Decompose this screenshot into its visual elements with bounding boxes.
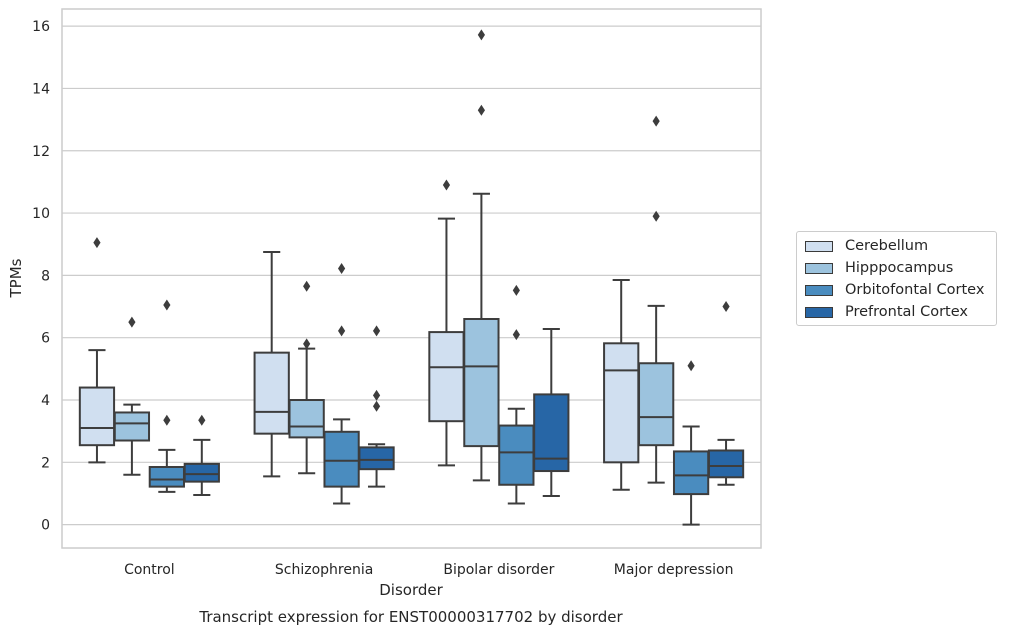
box-group bbox=[463, 29, 500, 482]
y-tick-labels: 0 2 4 6 8 10 12 14 16 bbox=[32, 19, 50, 533]
y-tick-label: 6 bbox=[41, 331, 50, 347]
legend-item-hippocampus: Hipppocampus bbox=[805, 259, 953, 277]
outlier-point bbox=[372, 325, 381, 337]
box-group bbox=[603, 279, 640, 491]
outlier-point bbox=[722, 301, 730, 313]
outlier-point bbox=[512, 329, 520, 341]
y-tick-label: 4 bbox=[41, 393, 50, 409]
box bbox=[253, 351, 290, 435]
plot-area bbox=[61, 8, 762, 549]
outlier-point bbox=[128, 316, 136, 328]
box bbox=[113, 411, 151, 442]
outlier-point bbox=[198, 414, 206, 426]
y-tick-label: 12 bbox=[32, 144, 50, 160]
box bbox=[148, 465, 185, 488]
y-tick-label: 16 bbox=[32, 19, 50, 35]
legend-item-cerebellum: Cerebellum bbox=[805, 237, 928, 255]
box bbox=[78, 386, 116, 447]
outlier-point bbox=[477, 104, 485, 116]
legend-item-prefrontal: Prefrontal Cortex bbox=[805, 303, 968, 321]
box-group bbox=[358, 325, 395, 488]
box-group bbox=[78, 237, 116, 464]
box-group bbox=[498, 284, 535, 505]
y-tick-label: 2 bbox=[41, 455, 50, 471]
legend: Cerebellum Hipppocampus Orbitofontal Cor… bbox=[796, 231, 997, 326]
x-tick-label: Control bbox=[124, 562, 175, 578]
outlier-point bbox=[93, 237, 101, 249]
y-axis-label: TPMs bbox=[7, 258, 25, 298]
x-axis-label: Disorder bbox=[379, 581, 443, 599]
box bbox=[358, 446, 395, 471]
box bbox=[183, 462, 220, 483]
box bbox=[288, 399, 325, 439]
box-group bbox=[288, 280, 325, 475]
outlier-point bbox=[303, 338, 311, 350]
box bbox=[603, 342, 640, 464]
outlier-point bbox=[163, 299, 171, 311]
outlier-point bbox=[652, 115, 660, 127]
y-tick-label: 10 bbox=[32, 206, 50, 222]
box-group bbox=[707, 301, 745, 486]
outlier-point bbox=[372, 389, 381, 401]
outlier-point bbox=[512, 284, 520, 296]
outlier-point bbox=[477, 29, 485, 41]
box bbox=[498, 424, 535, 486]
box bbox=[463, 318, 500, 448]
legend-label-cerebellum: Cerebellum bbox=[845, 238, 929, 254]
chart-title: Transcript expression for ENST0000031770… bbox=[198, 608, 623, 626]
outlier-point bbox=[652, 210, 660, 222]
box-group bbox=[148, 299, 185, 493]
legend-item-orbitofrontal: Orbitofontal Cortex bbox=[805, 281, 984, 299]
box-group bbox=[323, 263, 360, 505]
box bbox=[707, 449, 745, 479]
outlier-point bbox=[163, 414, 171, 426]
y-tick-label: 8 bbox=[41, 268, 50, 284]
legend-swatch-prefrontal bbox=[805, 306, 833, 318]
box-group bbox=[113, 316, 151, 476]
box bbox=[672, 450, 710, 496]
box-group bbox=[672, 360, 710, 526]
grid-lines bbox=[62, 25, 761, 526]
box-group bbox=[533, 327, 570, 497]
legend-swatch-orbitofrontal bbox=[805, 284, 833, 296]
box bbox=[323, 430, 360, 488]
outlier-point bbox=[303, 280, 311, 292]
legend-label-prefrontal: Prefrontal Cortex bbox=[845, 304, 968, 320]
x-tick-label: Bipolar disorder bbox=[443, 562, 554, 578]
legend-swatch-hippocampus bbox=[805, 262, 833, 274]
outlier-point bbox=[687, 360, 695, 372]
y-tick-label: 0 bbox=[41, 518, 50, 534]
box bbox=[638, 362, 675, 447]
box-group bbox=[253, 251, 290, 478]
legend-swatch-cerebellum bbox=[805, 240, 833, 252]
outlier-point bbox=[338, 263, 346, 275]
y-tick-label: 14 bbox=[32, 81, 50, 97]
legend-label-hippocampus: Hipppocampus bbox=[845, 260, 954, 276]
outlier-point bbox=[442, 179, 451, 191]
boxes bbox=[78, 29, 745, 526]
x-tick-label: Major depression bbox=[614, 562, 734, 578]
outlier-point bbox=[372, 400, 381, 412]
x-tick-label: Schizophrenia bbox=[275, 562, 373, 578]
outlier-point bbox=[338, 325, 346, 337]
box-group bbox=[638, 115, 675, 484]
x-tick-labels: Control Schizophrenia Bipolar disorder Majo… bbox=[124, 562, 733, 578]
box-group bbox=[183, 414, 220, 497]
legend-label-orbitofrontal: Orbitofontal Cortex bbox=[845, 282, 985, 298]
box bbox=[428, 331, 465, 423]
